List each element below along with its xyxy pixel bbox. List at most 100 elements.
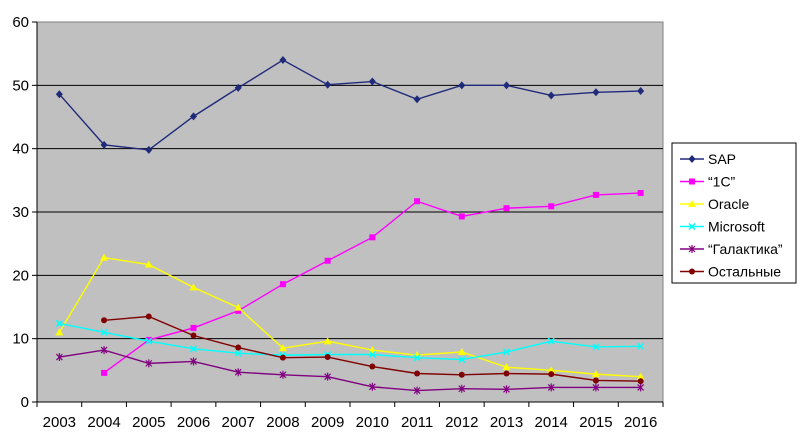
- data-point: [503, 81, 510, 90]
- series-5: [101, 313, 644, 385]
- data-point: [502, 363, 511, 371]
- data-point: [503, 385, 510, 394]
- data-point: [100, 253, 109, 261]
- data-point: [547, 337, 555, 345]
- x-tick-label: 2005: [132, 414, 165, 431]
- data-point: [145, 336, 152, 343]
- data-point: [189, 345, 198, 353]
- data-point: [592, 383, 600, 392]
- data-point: [592, 191, 599, 198]
- data-point: [55, 353, 63, 362]
- data-point: [368, 77, 376, 86]
- data-point: [324, 354, 331, 361]
- x-tick-label: 2007: [222, 414, 255, 431]
- data-point: [503, 205, 510, 212]
- data-point: [547, 383, 555, 392]
- x-tick-label: 2004: [87, 414, 120, 431]
- data-point: [323, 337, 332, 345]
- series-0: [55, 56, 645, 154]
- data-point: [457, 347, 466, 355]
- x-tick-label: 2014: [535, 414, 568, 431]
- data-point: [503, 370, 510, 377]
- data-point: [458, 356, 466, 364]
- data-point: [413, 354, 421, 362]
- y-tick-label: 50: [12, 77, 29, 94]
- x-tick-label: 2012: [445, 414, 478, 431]
- data-point: [458, 384, 466, 393]
- data-point: [145, 359, 153, 368]
- y-tick-label: 30: [12, 204, 29, 221]
- data-point: [368, 350, 376, 359]
- y-tick-label: 10: [12, 331, 29, 348]
- data-point: [55, 319, 63, 327]
- data-point: [324, 257, 331, 264]
- data-point: [414, 370, 421, 377]
- data-point: [100, 140, 108, 149]
- series-4: [55, 346, 645, 395]
- data-point: [145, 313, 152, 320]
- data-point: [324, 80, 332, 89]
- data-point: [547, 366, 556, 374]
- data-point: [592, 88, 600, 97]
- x-tick-label: 2006: [177, 414, 210, 431]
- data-point: [55, 328, 64, 336]
- legend-label: SAP: [708, 151, 736, 167]
- y-axis-ticks: 0 10 20 30 40 50 60: [12, 14, 38, 411]
- data-point: [279, 354, 286, 361]
- series-line: [58, 59, 641, 151]
- y-tick-label: 0: [21, 394, 29, 411]
- data-point: [101, 317, 108, 324]
- data-point: [279, 370, 287, 379]
- legend-label: Остальные: [708, 264, 781, 280]
- data-point: [637, 383, 645, 392]
- data-point: [413, 386, 421, 395]
- y-tick-label: 20: [12, 267, 29, 284]
- legend-label: Oracle: [708, 196, 749, 212]
- x-axis-ticks: 2003 2004 2005 2006 2007 2008 2009 2010 2011 2012…: [36, 401, 664, 431]
- series-line: [58, 256, 641, 378]
- data-point: [279, 56, 287, 64]
- data-point: [100, 328, 108, 336]
- data-point: [234, 303, 243, 311]
- x-tick-label: 2008: [266, 414, 299, 431]
- data-point: [190, 112, 197, 121]
- legend-label: Microsoft: [708, 219, 765, 235]
- x-tick-label: 2013: [490, 414, 523, 431]
- data-point: [458, 213, 465, 220]
- data-point: [548, 203, 555, 210]
- legend-swatch-marker: [688, 245, 696, 253]
- gridlines: [37, 84, 663, 340]
- data-point: [144, 260, 153, 268]
- legend-label: “1С”: [708, 174, 736, 190]
- data-point: [279, 281, 286, 288]
- data-point: [235, 344, 242, 351]
- data-point: [55, 90, 63, 99]
- data-point: [592, 377, 599, 384]
- data-point: [637, 378, 644, 385]
- series-line: [59, 349, 641, 392]
- series-1: [101, 190, 644, 376]
- data-point: [234, 368, 242, 377]
- data-point: [547, 91, 555, 100]
- data-point: [100, 346, 108, 355]
- x-tick-label: 2003: [43, 414, 76, 431]
- y-tick-label: 40: [12, 141, 29, 158]
- y-tick-label: 60: [12, 14, 29, 31]
- data-point: [189, 283, 198, 291]
- data-point: [234, 349, 242, 357]
- legend-label: “Галактика”: [708, 241, 783, 257]
- data-point: [190, 332, 197, 339]
- data-point: [636, 372, 645, 380]
- data-point: [548, 371, 555, 378]
- x-tick-label: 2016: [624, 414, 657, 431]
- legend-swatch-marker: [688, 200, 696, 207]
- legend-swatch-marker: [688, 155, 696, 163]
- data-point: [145, 145, 153, 154]
- data-point: [591, 370, 600, 378]
- data-point: [502, 348, 511, 356]
- data-point: [458, 371, 465, 378]
- data-point: [368, 382, 376, 391]
- data-point: [368, 346, 377, 354]
- legend-box: [671, 142, 797, 284]
